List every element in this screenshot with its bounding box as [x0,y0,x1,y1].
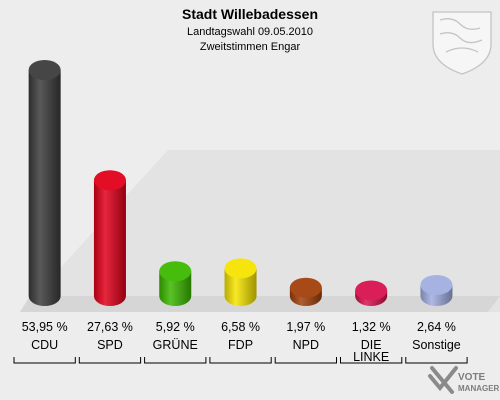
bar-body-spd [93,180,126,306]
category-bracket-fdp [209,357,272,364]
category-label-gr-ne: GRÜNE [153,338,198,352]
category-bracket-die-linke [340,357,403,364]
vote-manager-logo: VOTE MANAGER [428,366,500,394]
bar-top-cdu [28,60,61,80]
coat-of-arms-icon [432,11,492,75]
watermark-line2: MANAGER [458,384,500,393]
category-label-cdu: CDU [31,338,58,352]
category-label-die-linke-1: DIE [361,338,382,352]
bar-npd [289,277,322,306]
chart-title: Stadt Willebadessen [182,6,318,22]
category-label-npd: NPD [293,338,319,352]
bar-top-sonstige [420,274,453,295]
category-bracket-spd [78,357,142,364]
bar-gr-ne [159,261,192,306]
value-label-npd: 1,97 % [286,320,325,334]
chart-subtitle-line1: Landtagswahl 09.05.2010 [187,26,313,38]
bar-top-fdp [224,258,257,279]
bar-top-die-linke [355,280,388,301]
category-bracket-npd [274,357,337,364]
category-bracket-gr-ne [144,357,207,364]
bar-fdp [224,258,257,306]
bar-body-gr-ne [159,271,192,306]
bar-top-gr-ne [159,261,192,282]
bar-top-spd [93,170,126,191]
category-label-die-linke-2: LINKE [353,350,389,364]
value-label-sonstige: 2,64 % [417,320,456,334]
category-label-fdp: FDP [228,338,253,352]
value-label-cdu: 53,95 % [22,320,68,334]
value-label-die-linke: 1,32 % [352,320,391,334]
bar-die-linke [355,280,388,306]
watermark-line1: VOTE [458,372,486,383]
checkmark-icon [428,366,458,394]
chart-shadow [20,150,500,312]
chart-subtitle-line2: Zweitstimmen Engar [200,41,301,53]
bar-body-fdp [224,268,257,306]
bar-spd [93,170,126,306]
category-label-sonstige: Sonstige [412,338,461,352]
bar-group [28,60,453,306]
category-bracket-cdu [13,357,76,364]
bar-body-cdu [28,70,61,306]
value-label-gr-ne: 5,92 % [156,320,195,334]
value-label-fdp: 6,58 % [221,320,260,334]
value-label-group: 53,95 % 27,63 % 5,92 % 6,58 % 1,97 % 1,32 % 2,… [22,320,456,334]
value-label-spd: 27,63 % [87,320,133,334]
bar-cdu [28,60,61,306]
bar-sonstige [420,274,453,306]
bar-top-npd [289,277,322,298]
category-label-spd: SPD [97,338,123,352]
category-bracket-sonstige [405,357,468,364]
